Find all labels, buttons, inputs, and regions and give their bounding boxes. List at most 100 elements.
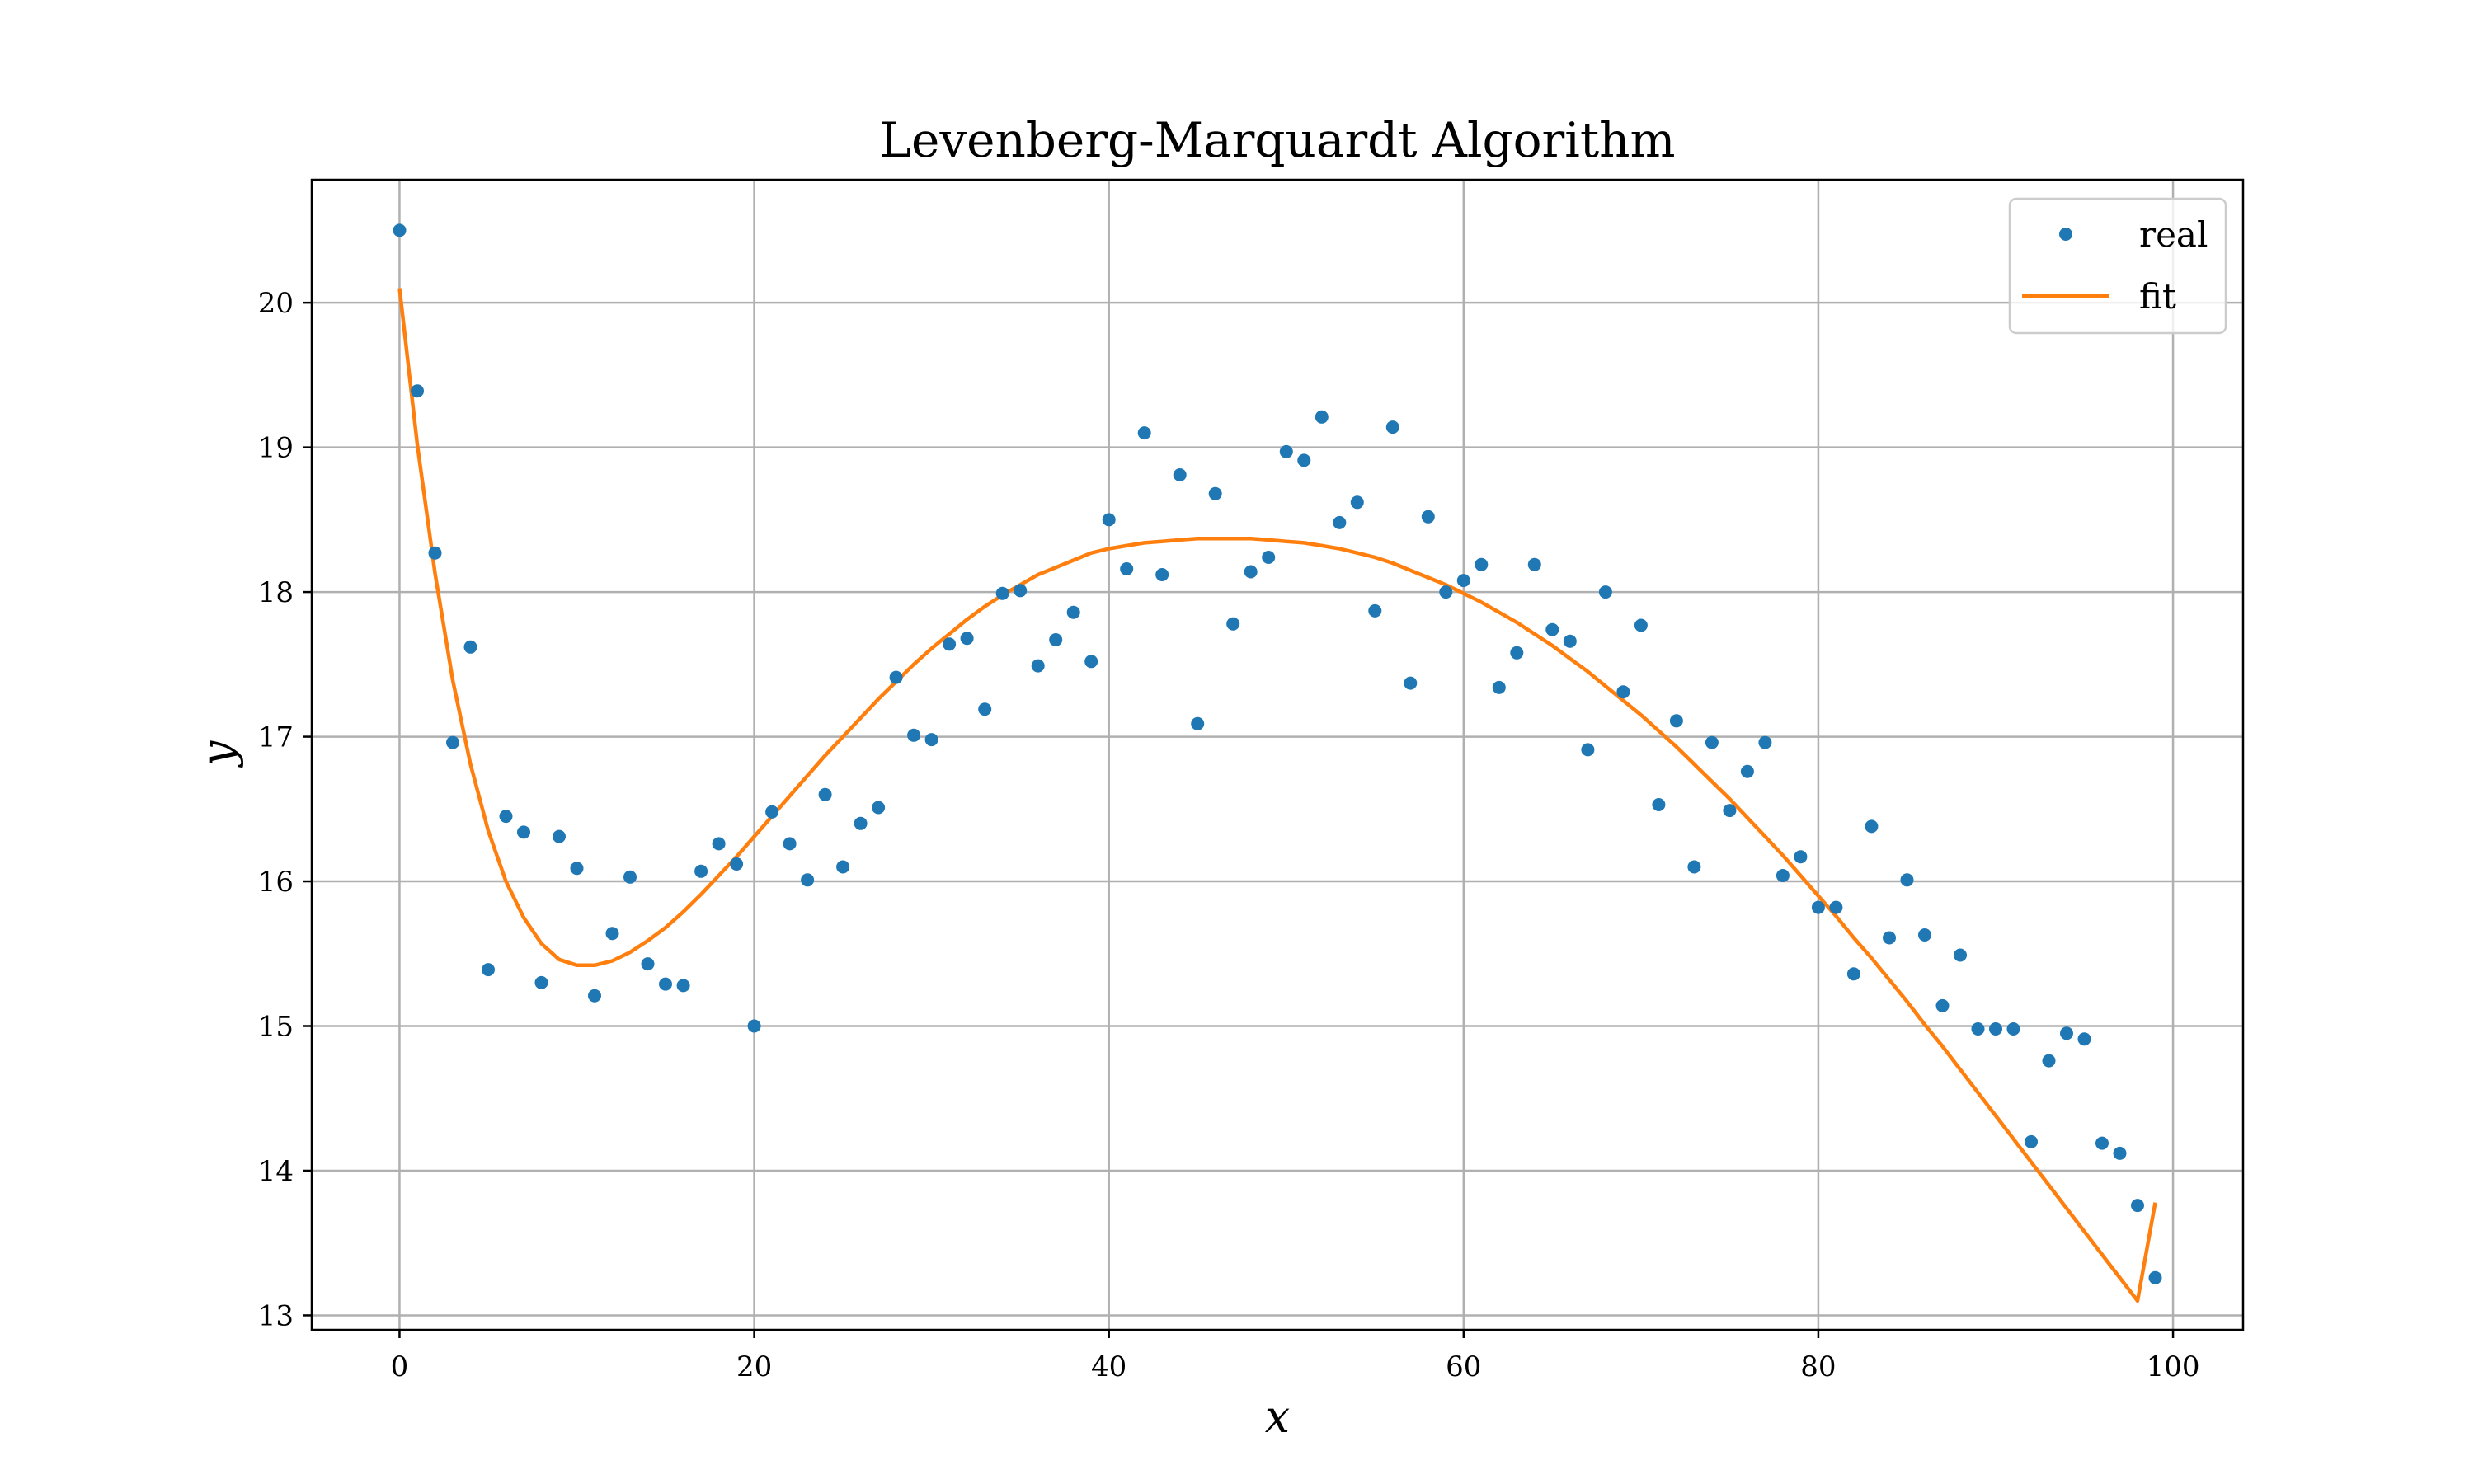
real-point — [1510, 646, 1524, 660]
real-point — [712, 837, 726, 851]
y-tick-label: 15 — [258, 1011, 294, 1044]
real-point — [1137, 426, 1151, 440]
real-point — [783, 837, 797, 851]
legend-real-label: real — [2139, 214, 2208, 255]
real-point — [943, 637, 957, 651]
real-point — [1333, 515, 1347, 529]
real-point — [2077, 1032, 2091, 1046]
x-tick-label: 0 — [391, 1350, 409, 1383]
real-point — [1794, 850, 1808, 864]
legend: real fit — [2008, 197, 2227, 335]
real-point — [1031, 659, 1045, 673]
real-point — [2042, 1054, 2056, 1068]
real-point — [2060, 1026, 2073, 1040]
real-point — [553, 829, 566, 843]
y-tick-label: 18 — [258, 576, 294, 609]
y-tick-label: 20 — [258, 287, 294, 320]
real-point — [1581, 743, 1595, 757]
x-tick-label: 40 — [1091, 1350, 1126, 1383]
real-point — [1954, 948, 1967, 962]
real-point — [499, 810, 513, 824]
real-point — [1492, 680, 1506, 694]
real-point — [1829, 900, 1843, 914]
real-point — [1598, 585, 1612, 599]
real-point — [730, 857, 744, 871]
real-point — [836, 860, 850, 874]
real-point — [1404, 676, 1418, 690]
x-tick-label: 20 — [736, 1350, 772, 1383]
real-point — [1740, 764, 1754, 778]
real-point — [1723, 804, 1737, 818]
fit-line — [397, 288, 2157, 1303]
real-point — [2131, 1199, 2144, 1213]
real-point — [605, 927, 619, 941]
legend-real-marker — [2059, 228, 2072, 241]
real-point — [818, 787, 832, 801]
real-point — [641, 957, 655, 971]
real-point — [2095, 1136, 2109, 1150]
real-point — [428, 546, 442, 560]
real-point — [659, 977, 672, 991]
real-point — [1421, 510, 1435, 524]
real-point — [978, 702, 992, 716]
real-point — [534, 975, 548, 989]
real-point — [393, 223, 407, 237]
real-point — [1989, 1022, 2002, 1036]
real-series — [393, 223, 2162, 1284]
real-point — [517, 825, 530, 839]
real-point — [854, 816, 868, 830]
real-point — [1811, 900, 1825, 914]
real-point — [1883, 931, 1896, 945]
x-tick-label: 100 — [2147, 1350, 2200, 1383]
real-point — [1563, 634, 1577, 648]
real-point — [995, 586, 1009, 600]
y-axis-label: y — [192, 740, 244, 768]
real-point — [1049, 633, 1063, 646]
real-point — [960, 632, 974, 646]
real-point — [1616, 685, 1630, 699]
real-point — [1014, 584, 1028, 598]
real-point — [1865, 819, 1879, 834]
real-point — [1244, 565, 1258, 579]
y-tick-label: 17 — [258, 721, 294, 754]
real-point — [1350, 495, 1364, 510]
x-tick-label: 60 — [1446, 1350, 1481, 1383]
y-tick-label: 16 — [258, 866, 294, 899]
real-point — [2025, 1134, 2038, 1148]
real-point — [1687, 860, 1701, 874]
real-point — [747, 1019, 761, 1033]
chart-title: Levenberg-Marquardt Algorithm — [880, 112, 1676, 168]
real-point — [1279, 444, 1293, 458]
real-point — [1368, 603, 1382, 618]
real-point — [1669, 714, 1683, 728]
real-point — [1545, 622, 1559, 636]
real-point — [2113, 1146, 2127, 1160]
real-point — [2006, 1022, 2020, 1036]
fit-series — [397, 288, 2157, 1303]
real-point — [1652, 798, 1666, 811]
y-tick-label: 14 — [258, 1155, 294, 1188]
real-point — [446, 735, 459, 749]
real-point — [1918, 928, 1931, 942]
real-point — [1155, 568, 1169, 581]
real-point — [1315, 410, 1329, 424]
real-point — [1120, 562, 1134, 575]
real-point — [1935, 998, 1950, 1012]
real-point — [2148, 1270, 2162, 1284]
real-point — [1900, 873, 1914, 887]
real-point — [1262, 551, 1276, 564]
real-point — [482, 963, 495, 977]
grid-lines — [312, 180, 2243, 1330]
real-point — [570, 862, 584, 876]
real-point — [1971, 1022, 1985, 1036]
real-point — [463, 640, 477, 654]
real-point — [1226, 617, 1240, 631]
real-point — [1191, 716, 1205, 730]
real-point — [1776, 869, 1790, 882]
real-point — [1297, 453, 1311, 467]
real-point — [623, 870, 637, 884]
real-point — [1758, 735, 1772, 749]
real-point — [1475, 557, 1489, 571]
real-point — [694, 864, 708, 878]
